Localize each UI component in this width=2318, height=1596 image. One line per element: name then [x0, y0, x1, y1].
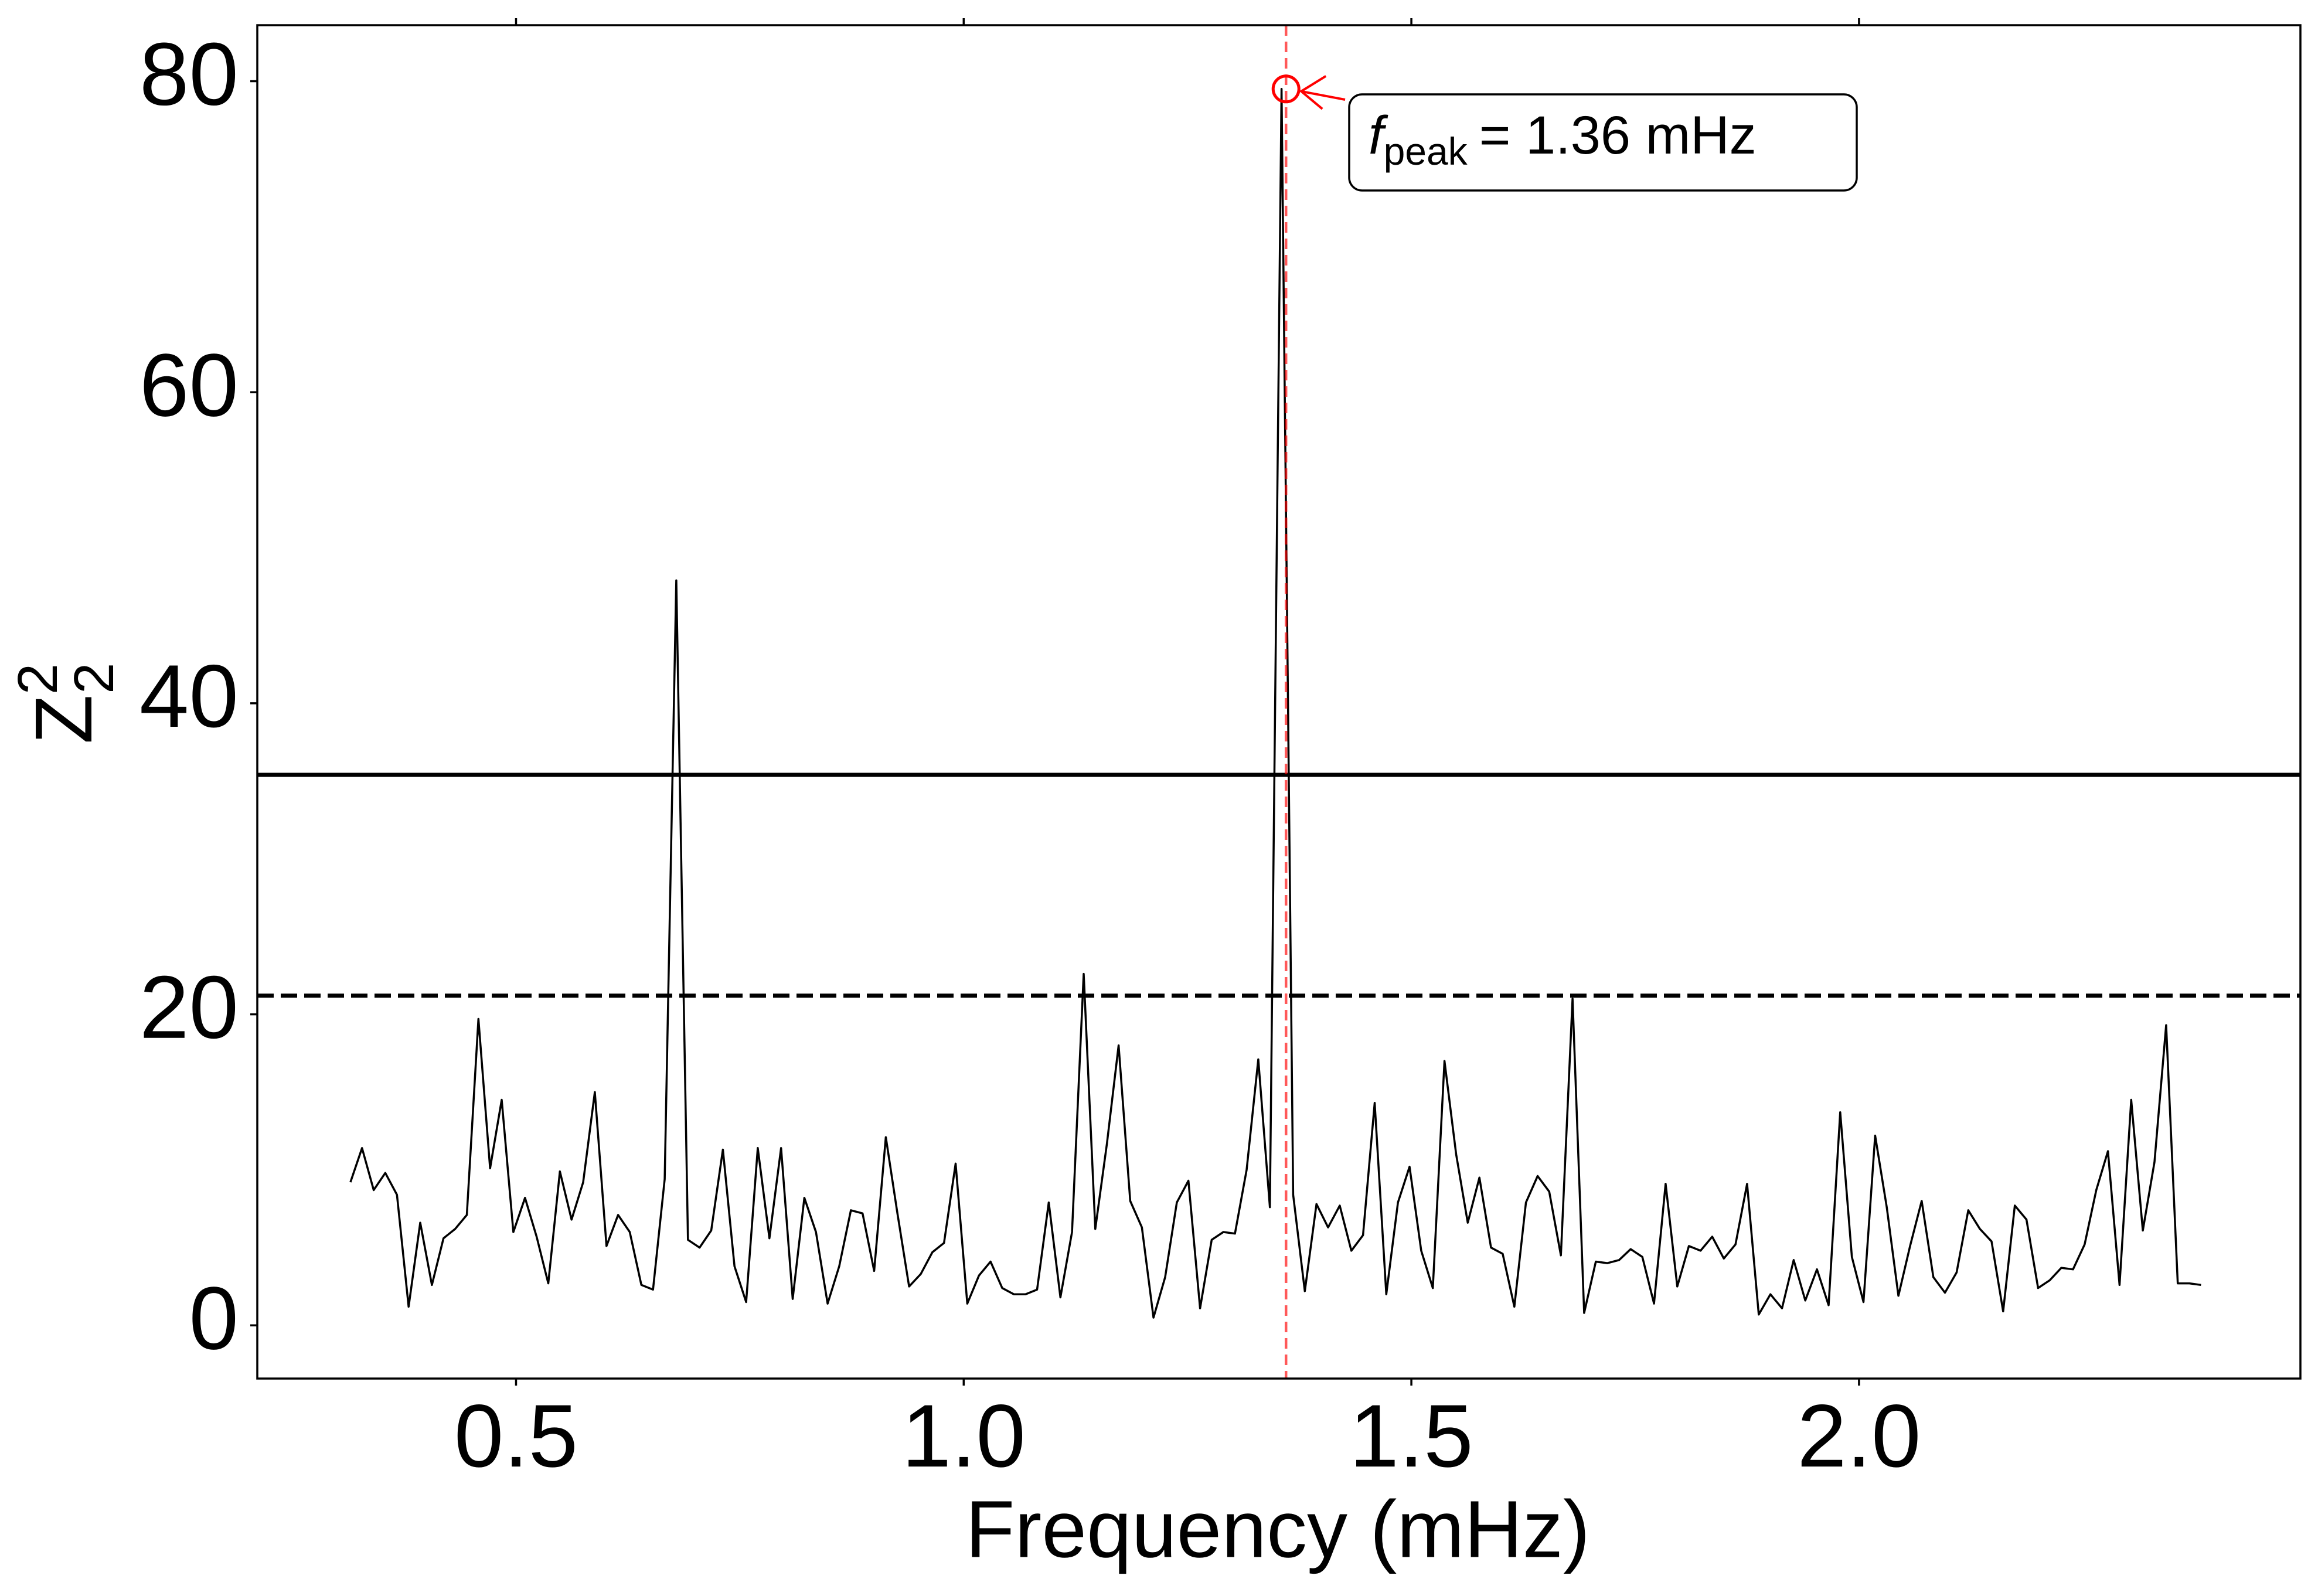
peak-marker — [1271, 74, 1301, 104]
x-tick-label: 1.5 — [1349, 1386, 1473, 1486]
y-label-base: Z — [19, 695, 109, 744]
annotation: fpeak = 1.36 mHz — [1369, 106, 1757, 173]
annotation-arrowhead — [1299, 75, 1327, 110]
y-tick-label: 60 — [139, 335, 239, 435]
x-tick-label: 1.0 — [902, 1386, 1026, 1486]
data-line — [349, 88, 2201, 1319]
plot-frame — [256, 24, 2302, 1380]
y-axis-label: Z22 — [6, 662, 125, 744]
annotation-subscript: peak — [1384, 130, 1468, 173]
y-tick-label: 80 — [139, 25, 239, 124]
y-tick-label: 40 — [139, 646, 239, 746]
x-tick-label: 2.0 — [1797, 1386, 1921, 1486]
annotation-text: = 1.36 mHz — [1479, 106, 1757, 165]
x-tick-label: 0.5 — [454, 1386, 578, 1486]
annotation-arrow — [1301, 90, 1346, 101]
x-axis-label: Frequency (mHz) — [965, 1484, 1590, 1574]
annotation-box — [1348, 93, 1858, 192]
y-label-subscript: 2 — [63, 662, 125, 693]
y-label-superscript: 2 — [6, 663, 69, 695]
y-tick-label: 20 — [139, 958, 239, 1057]
y-tick-label: 0 — [189, 1268, 239, 1368]
